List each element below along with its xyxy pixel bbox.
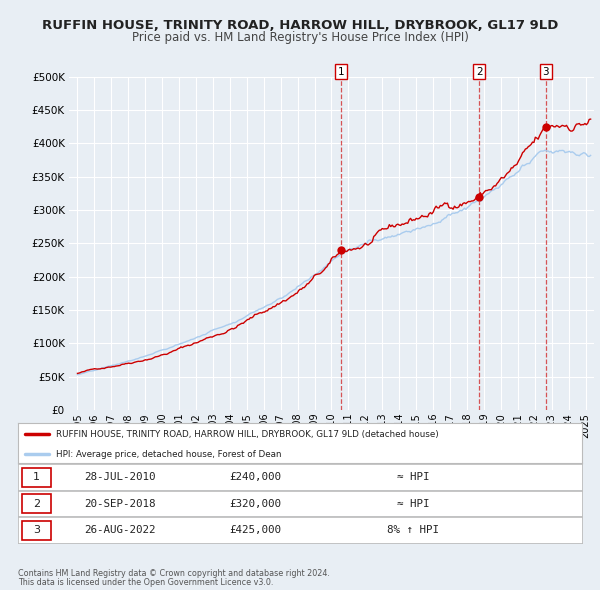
Text: 26-AUG-2022: 26-AUG-2022 <box>84 525 155 535</box>
Text: 1: 1 <box>338 67 344 77</box>
FancyBboxPatch shape <box>22 494 51 513</box>
Text: RUFFIN HOUSE, TRINITY ROAD, HARROW HILL, DRYBROOK, GL17 9LD: RUFFIN HOUSE, TRINITY ROAD, HARROW HILL,… <box>42 19 558 32</box>
Text: 20-SEP-2018: 20-SEP-2018 <box>84 499 155 509</box>
Text: 3: 3 <box>542 67 549 77</box>
Text: ≈ HPI: ≈ HPI <box>397 472 429 482</box>
Text: 8% ↑ HPI: 8% ↑ HPI <box>387 525 439 535</box>
Text: ≈ HPI: ≈ HPI <box>397 499 429 509</box>
Text: This data is licensed under the Open Government Licence v3.0.: This data is licensed under the Open Gov… <box>18 578 274 587</box>
Text: 2: 2 <box>33 499 40 509</box>
Text: HPI: Average price, detached house, Forest of Dean: HPI: Average price, detached house, Fore… <box>56 450 282 459</box>
FancyBboxPatch shape <box>22 467 51 487</box>
Text: £240,000: £240,000 <box>229 472 281 482</box>
Text: 2: 2 <box>476 67 482 77</box>
Text: 1: 1 <box>33 472 40 482</box>
Text: 28-JUL-2010: 28-JUL-2010 <box>84 472 155 482</box>
Text: £320,000: £320,000 <box>229 499 281 509</box>
Text: Price paid vs. HM Land Registry's House Price Index (HPI): Price paid vs. HM Land Registry's House … <box>131 31 469 44</box>
Text: 3: 3 <box>33 525 40 535</box>
FancyBboxPatch shape <box>22 520 51 540</box>
Text: £425,000: £425,000 <box>229 525 281 535</box>
Text: RUFFIN HOUSE, TRINITY ROAD, HARROW HILL, DRYBROOK, GL17 9LD (detached house): RUFFIN HOUSE, TRINITY ROAD, HARROW HILL,… <box>56 430 439 439</box>
Text: Contains HM Land Registry data © Crown copyright and database right 2024.: Contains HM Land Registry data © Crown c… <box>18 569 330 578</box>
